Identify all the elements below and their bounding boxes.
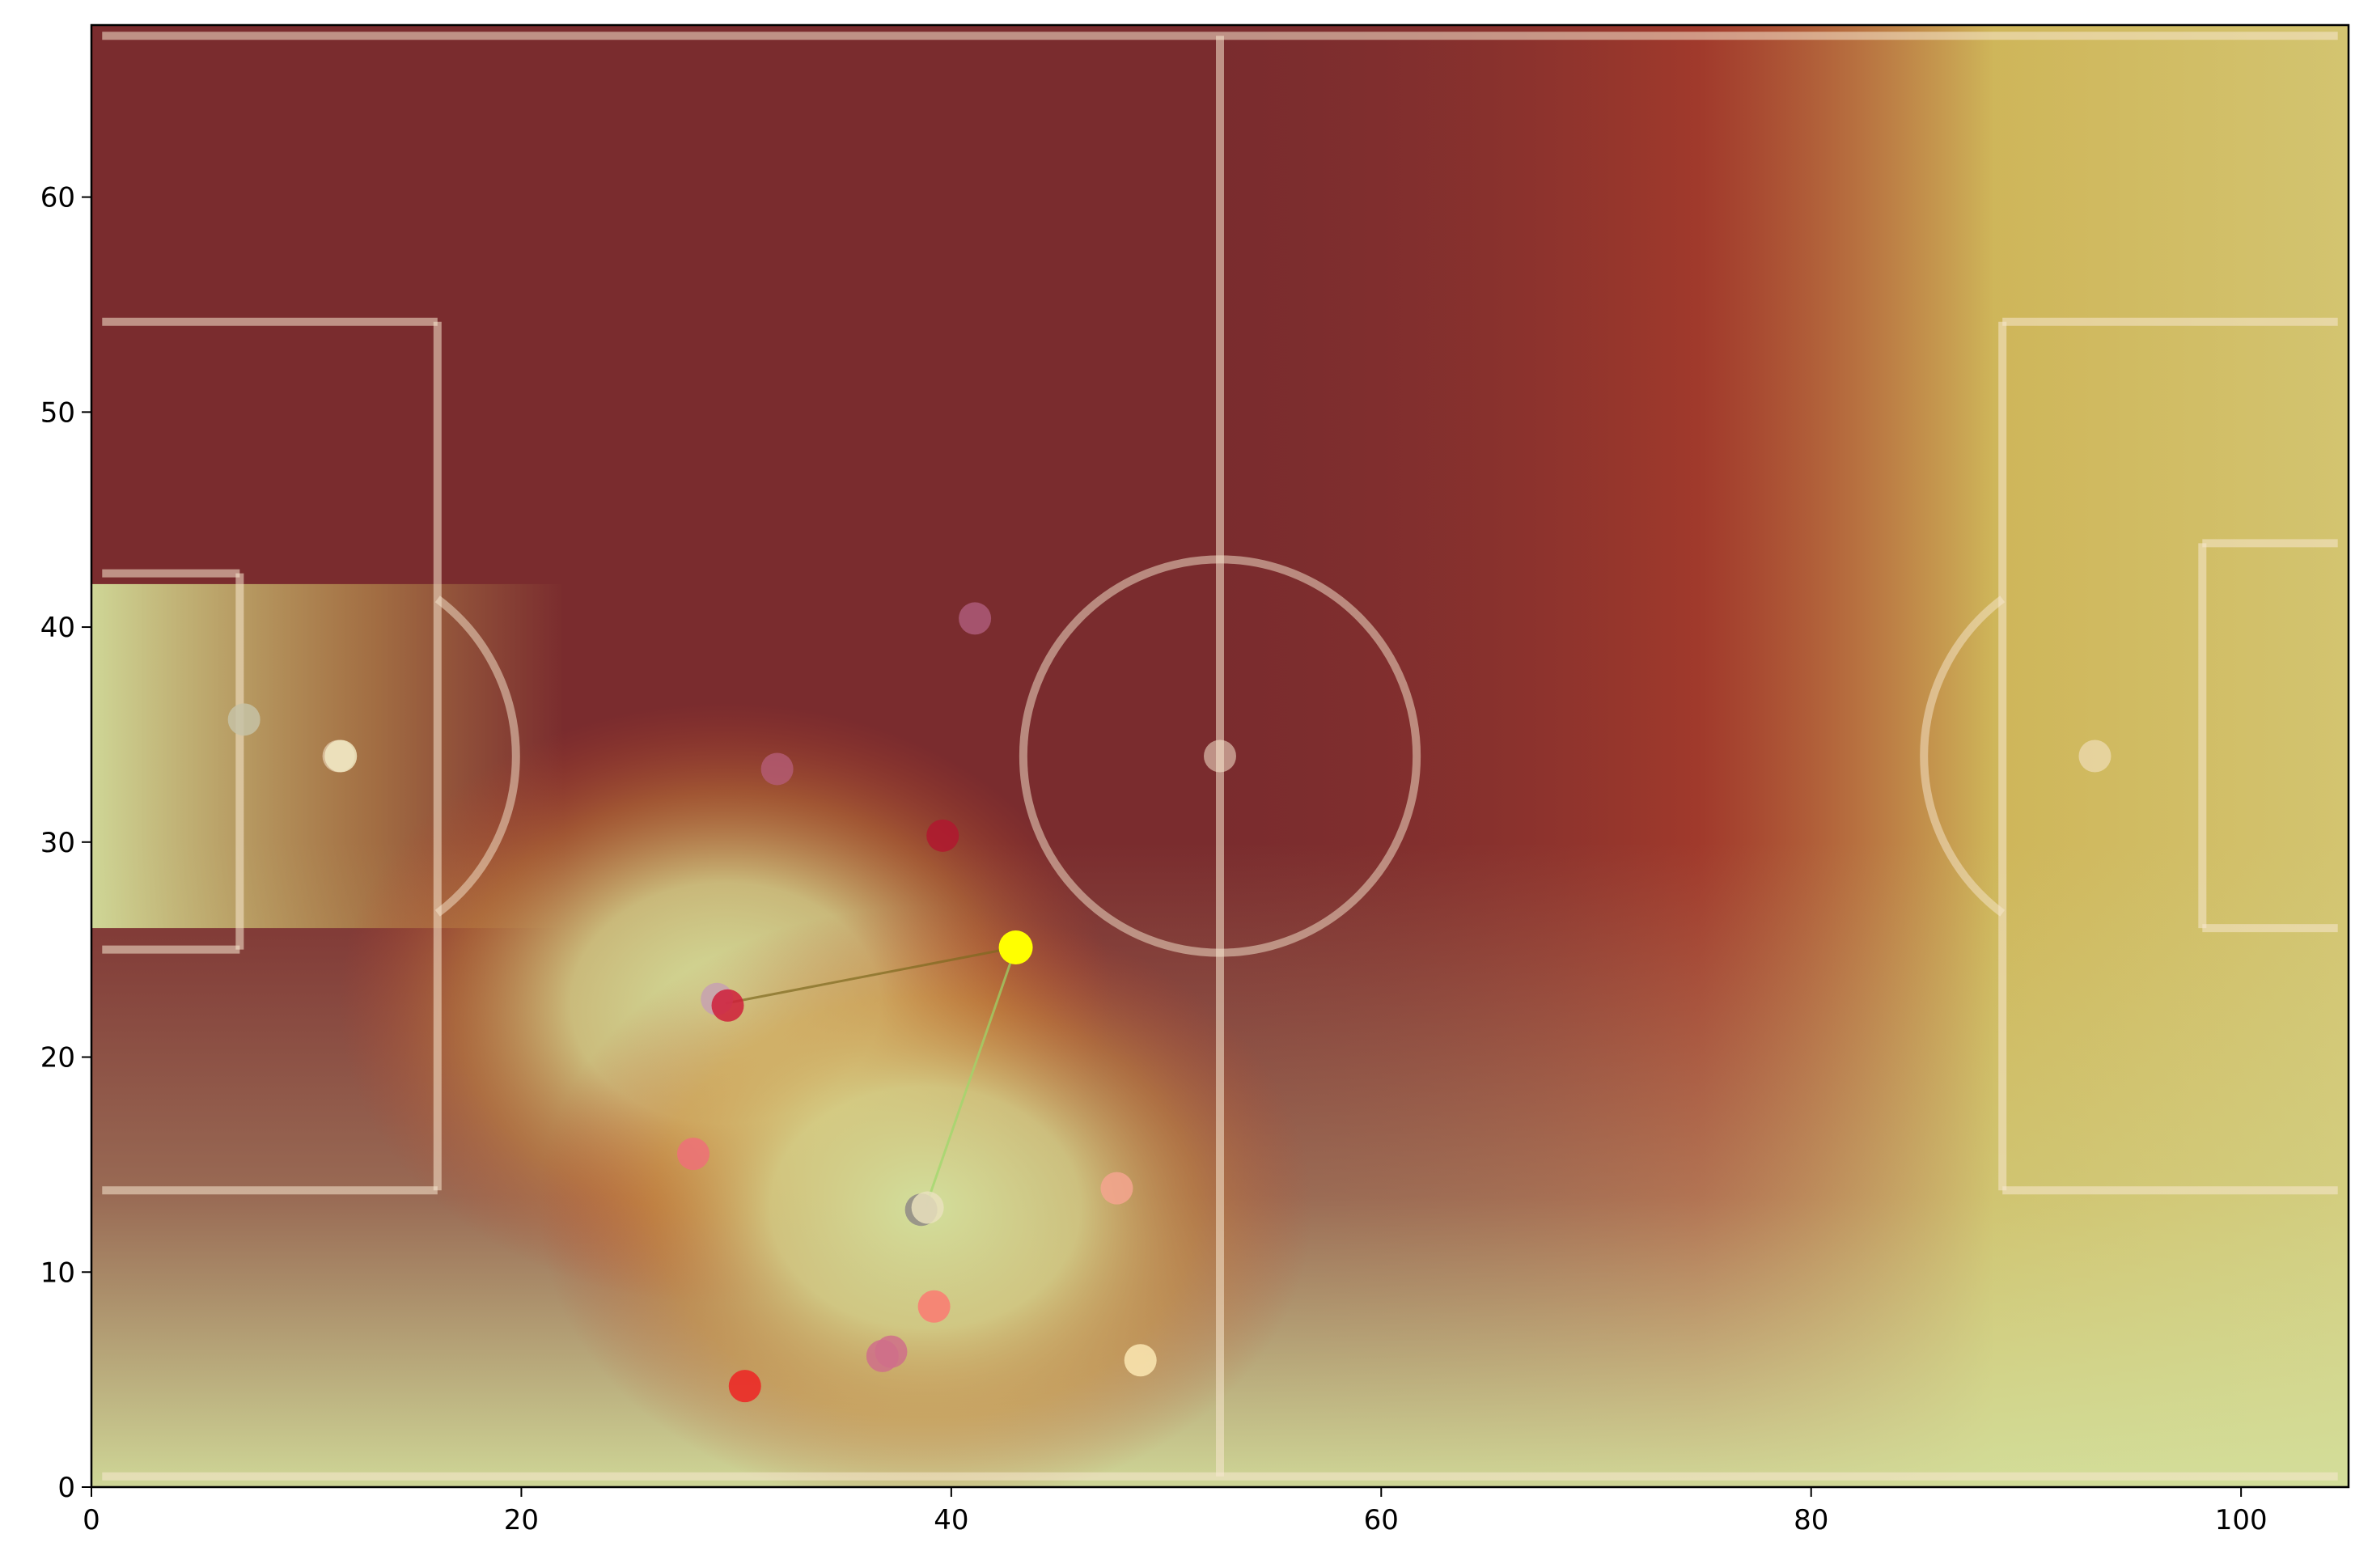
player-marker-9 — [911, 1191, 944, 1224]
ball-marker-group — [998, 930, 1033, 965]
player-marker-1 — [324, 740, 358, 773]
player-marker-0 — [227, 703, 260, 736]
x-tick-label: 0 — [83, 1504, 100, 1536]
player-marker-13 — [728, 1370, 761, 1403]
x-tick-label: 80 — [1794, 1504, 1828, 1536]
plot-area — [91, 25, 2349, 1487]
right-penalty-arc — [1920, 595, 2006, 917]
player-marker-15 — [1124, 1344, 1157, 1377]
y-tick-label: 30 — [40, 827, 75, 859]
centre-circle — [1019, 555, 1421, 957]
x-tick-label: 40 — [934, 1504, 968, 1536]
y-axis: 0 10 20 30 40 50 60 — [40, 182, 91, 1504]
plot-frame — [90, 23, 2350, 1489]
pass-lines — [725, 946, 1017, 1209]
pass-line-0 — [725, 946, 1016, 1005]
player-marker-14 — [1100, 1172, 1133, 1205]
player-marker-12 — [866, 1339, 899, 1372]
right-penalty-spot — [2078, 740, 2112, 773]
ball-marker — [998, 930, 1033, 965]
player-marker-6 — [711, 989, 744, 1022]
x-tick-label: 60 — [1364, 1504, 1399, 1536]
player-marker-10 — [917, 1290, 951, 1323]
player-marker-7 — [677, 1138, 709, 1171]
pitch-markings — [102, 32, 2338, 1481]
y-tick-label: 10 — [40, 1257, 75, 1289]
y-tick-label: 40 — [40, 612, 75, 644]
centre-spot — [1204, 740, 1236, 773]
pass-line-1 — [924, 947, 1017, 1209]
left-penalty-arc — [434, 595, 520, 917]
x-tick-label: 20 — [504, 1504, 539, 1536]
y-tick-label: 20 — [40, 1042, 75, 1074]
player-marker-3 — [926, 819, 959, 852]
y-tick-label: 60 — [40, 182, 75, 214]
x-tick-label: 100 — [2215, 1504, 2268, 1536]
player-marker-2 — [760, 752, 794, 786]
player-markers — [227, 602, 1157, 1403]
y-tick-label: 0 — [57, 1472, 75, 1504]
player-marker-4 — [959, 602, 992, 635]
x-axis: 0 20 40 60 80 100 — [83, 1487, 2268, 1536]
y-tick-label: 50 — [40, 396, 75, 429]
